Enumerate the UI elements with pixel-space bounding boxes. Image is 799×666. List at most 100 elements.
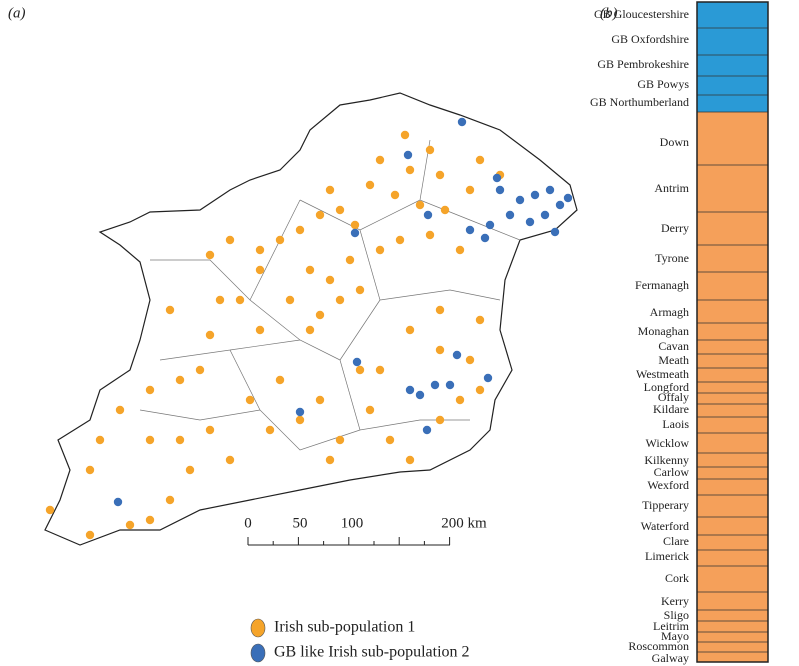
region-label: GB Northumberland [590, 95, 689, 109]
sample-dot [480, 233, 490, 243]
scale-label: 200 km [441, 515, 487, 531]
legend-label: Irish sub-population 1 [274, 619, 415, 636]
sample-dot [350, 228, 360, 238]
sample-dot [405, 385, 415, 395]
region-label: Tyrone [655, 251, 689, 265]
region-label: GB Powys [637, 77, 689, 91]
cluster-gb [697, 2, 768, 112]
sample-dot [355, 365, 365, 375]
sample-dot [115, 405, 125, 415]
sample-dot [530, 190, 540, 200]
legend-swatch [250, 643, 266, 663]
region-label: Monaghan [638, 324, 689, 338]
region-label: Kilkenny [644, 453, 689, 467]
region-label: Mayo [661, 629, 689, 643]
sample-dot [235, 295, 245, 305]
sample-dot [403, 150, 413, 160]
sample-dot [435, 415, 445, 425]
sample-dot [315, 310, 325, 320]
sample-dot [375, 155, 385, 165]
sample-dot [335, 205, 345, 215]
sample-dot [375, 365, 385, 375]
sample-dot [315, 395, 325, 405]
sample-dot [185, 465, 195, 475]
sample-dot [265, 425, 275, 435]
sample-dot [457, 117, 467, 127]
scale-label: 0 [244, 515, 252, 531]
region-label: Kerry [661, 594, 689, 608]
sample-dot [425, 230, 435, 240]
sample-dot [275, 375, 285, 385]
region-label: Westmeath [636, 367, 689, 381]
sample-dot [215, 295, 225, 305]
structure-plot: GB Gloucestershire GB Oxfordshire GB Pembr… [590, 1, 769, 665]
sample-dot [475, 155, 485, 165]
region-label: Laois [662, 417, 689, 431]
sample-dot [255, 245, 265, 255]
sample-dot [255, 325, 265, 335]
sample-dot [295, 415, 305, 425]
sample-dot [455, 245, 465, 255]
sample-dot [315, 210, 325, 220]
sample-dot [335, 295, 345, 305]
sample-dot [255, 265, 265, 275]
cluster-irish [697, 112, 768, 662]
sample-dot [495, 185, 505, 195]
sample-dot [305, 325, 315, 335]
legend-swatch [250, 618, 266, 638]
region-label: Kildare [653, 402, 689, 416]
legend: Irish sub-population 1 GB like Irish sub-… [250, 618, 470, 663]
sample-dot [475, 315, 485, 325]
region-label: Waterford [641, 519, 689, 533]
sample-dot [350, 220, 360, 230]
sample-dot [205, 425, 215, 435]
region-label: Derry [661, 221, 689, 235]
sample-dot [440, 205, 450, 215]
sample-dot [352, 357, 362, 367]
region-label: Cork [665, 571, 689, 585]
region-label: Limerick [645, 549, 689, 563]
sample-dot [465, 355, 475, 365]
sample-dot [425, 145, 435, 155]
region-label: Longford [644, 380, 689, 394]
sample-dot [295, 407, 305, 417]
sample-dot [435, 305, 445, 315]
region-label: Down [660, 135, 689, 149]
sample-dot [125, 520, 135, 530]
scale-bar: 0 50 100 200 km [244, 515, 487, 546]
sample-dot [145, 435, 155, 445]
sample-dot [335, 435, 345, 445]
region-label: GB Gloucestershire [594, 7, 689, 21]
sample-dot [113, 497, 123, 507]
plot-frame [696, 1, 769, 663]
sample-dot [165, 305, 175, 315]
sample-dot [423, 210, 433, 220]
map [44, 92, 578, 546]
sample-dot [452, 350, 462, 360]
sample-dot [325, 455, 335, 465]
region-label: Galway [652, 651, 689, 665]
sample-dot [435, 345, 445, 355]
sample-dot [275, 235, 285, 245]
legend-label: GB like Irish sub-population 2 [274, 644, 470, 661]
sample-dot [225, 235, 235, 245]
sample-dot [385, 435, 395, 445]
sample-dot [175, 435, 185, 445]
panel-label: (a) [8, 5, 26, 21]
region-label: Wicklow [645, 436, 689, 450]
sample-dot [305, 265, 315, 275]
sample-dot [540, 210, 550, 220]
sample-dot [405, 325, 415, 335]
sample-dot [405, 165, 415, 175]
sample-dot [422, 425, 432, 435]
sample-dot [465, 185, 475, 195]
region-label: Tipperary [642, 498, 689, 512]
sample-points [45, 117, 573, 540]
region-label: GB Pembrokeshire [597, 57, 689, 71]
region-label: Carlow [654, 465, 690, 479]
sample-dot [475, 385, 485, 395]
sample-dot [400, 130, 410, 140]
region-label: Clare [663, 534, 689, 548]
region-label: Cavan [658, 339, 689, 353]
